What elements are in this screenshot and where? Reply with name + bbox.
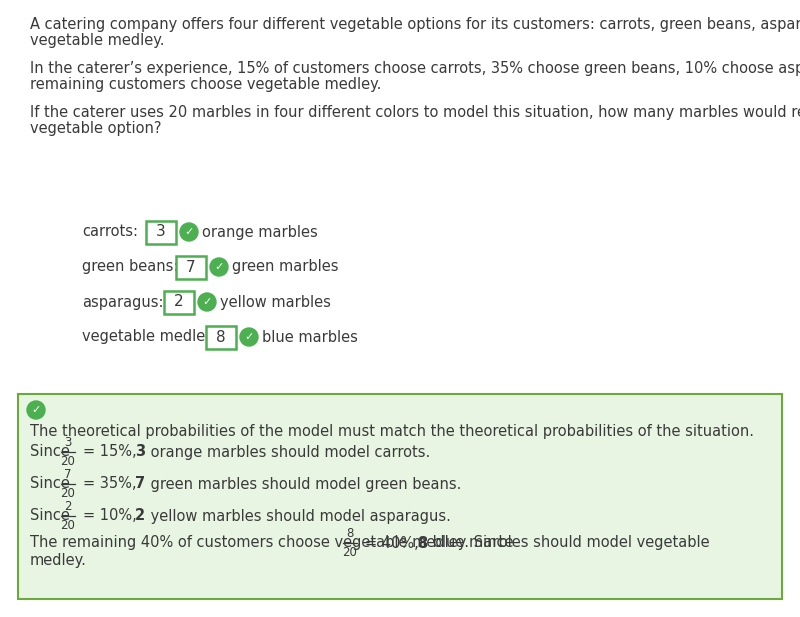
Text: = 35%,: = 35%, (83, 476, 137, 492)
Circle shape (210, 258, 228, 276)
FancyBboxPatch shape (146, 220, 176, 244)
Text: medley.: medley. (30, 553, 87, 568)
Text: green marbles: green marbles (232, 260, 338, 275)
Circle shape (27, 401, 45, 419)
Text: 20: 20 (61, 487, 75, 500)
Text: remaining customers choose vegetable medley.: remaining customers choose vegetable med… (30, 77, 382, 92)
Text: asparagus:: asparagus: (82, 294, 163, 310)
Text: 20: 20 (342, 546, 358, 559)
Text: A catering company offers four different vegetable options for its customers: ca: A catering company offers four different… (30, 17, 800, 32)
Text: 3: 3 (64, 436, 72, 449)
Text: The theoretical probabilities of the model must match the theoretical probabilit: The theoretical probabilities of the mod… (30, 424, 754, 439)
Text: ✓: ✓ (244, 332, 254, 342)
FancyBboxPatch shape (18, 394, 782, 599)
Text: 3: 3 (135, 444, 145, 460)
Text: vegetable option?: vegetable option? (30, 121, 162, 136)
FancyBboxPatch shape (164, 291, 194, 313)
Text: If the caterer uses 20 marbles in four different colors to model this situation,: If the caterer uses 20 marbles in four d… (30, 105, 800, 120)
Text: = 10%,: = 10%, (83, 508, 137, 523)
Text: orange marbles should model carrots.: orange marbles should model carrots. (146, 444, 430, 460)
Text: 7: 7 (186, 260, 196, 275)
Text: 7: 7 (64, 468, 72, 481)
Circle shape (180, 223, 198, 241)
Text: 20: 20 (61, 455, 75, 468)
Circle shape (198, 293, 216, 311)
Text: yellow marbles should model asparagus.: yellow marbles should model asparagus. (146, 508, 451, 523)
Text: vegetable medley:: vegetable medley: (82, 329, 218, 344)
Text: Since: Since (30, 444, 74, 460)
Text: Since: Since (30, 508, 74, 523)
Text: blue marbles: blue marbles (262, 329, 358, 344)
Text: = 15%,: = 15%, (83, 444, 137, 460)
Text: ✓: ✓ (214, 262, 224, 272)
Text: ✓: ✓ (202, 297, 212, 307)
Text: green marbles should model green beans.: green marbles should model green beans. (146, 476, 462, 492)
FancyBboxPatch shape (176, 255, 206, 278)
Text: blue marbles should model vegetable: blue marbles should model vegetable (428, 536, 710, 550)
Text: 2: 2 (135, 508, 145, 523)
Text: 3: 3 (156, 225, 166, 239)
Circle shape (240, 328, 258, 346)
FancyBboxPatch shape (206, 326, 236, 349)
Text: orange marbles: orange marbles (202, 225, 318, 239)
Text: In the caterer’s experience, 15% of customers choose carrots, 35% choose green b: In the caterer’s experience, 15% of cust… (30, 61, 800, 76)
Text: ✓: ✓ (184, 227, 194, 237)
Text: 8: 8 (417, 536, 427, 550)
Text: vegetable medley.: vegetable medley. (30, 33, 165, 48)
Text: 7: 7 (135, 476, 145, 492)
Text: green beans:: green beans: (82, 260, 178, 275)
Text: 8: 8 (346, 527, 354, 540)
Text: Since: Since (30, 476, 74, 492)
Text: 8: 8 (216, 329, 226, 344)
Text: carrots:: carrots: (82, 225, 138, 239)
Text: = 40%,: = 40%, (365, 536, 418, 550)
Text: 20: 20 (61, 519, 75, 532)
Text: 2: 2 (64, 500, 72, 513)
Text: ✓: ✓ (31, 405, 41, 415)
Text: yellow marbles: yellow marbles (220, 294, 331, 310)
Text: 2: 2 (174, 294, 184, 310)
Text: The remaining 40% of customers choose vegetable medley. Since: The remaining 40% of customers choose ve… (30, 536, 514, 550)
